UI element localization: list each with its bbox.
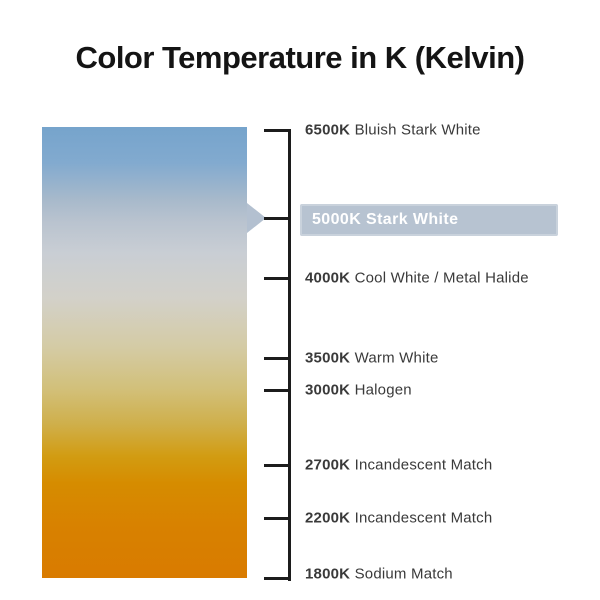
tick-label-2700k: 2700K Incandescent Match — [305, 456, 493, 474]
tick-mark-3000k — [264, 389, 291, 392]
tick-label-3500k: 3500K Warm White — [305, 349, 439, 367]
tick-mark-6500k — [264, 129, 291, 132]
kelvin-value: 3500K — [305, 349, 351, 367]
kelvin-value: 2200K — [305, 509, 351, 527]
highlight-band-5000k: 5000K Stark White — [300, 204, 558, 236]
kelvin-value: 1800K — [305, 565, 351, 583]
page-title: Color Temperature in K (Kelvin) — [75, 40, 526, 75]
tick-label-3000k: 3000K Halogen — [305, 381, 412, 399]
tick-mark-2200k — [264, 517, 291, 520]
kelvin-value: 4000K — [305, 269, 351, 287]
kelvin-axis-line — [288, 129, 291, 581]
tick-mark-4000k — [264, 277, 291, 280]
kelvin-value: 2700K — [305, 456, 351, 474]
tick-mark-1800k — [264, 577, 291, 580]
tick-mark-5000k — [264, 217, 291, 220]
kelvin-value: 6500K — [305, 121, 351, 139]
kelvin-value: 3000K — [305, 381, 351, 399]
tick-label-1800k: 1800K Sodium Match — [305, 565, 453, 583]
tick-mark-3500k — [264, 357, 291, 360]
tick-mark-2700k — [264, 464, 291, 467]
tick-label-6500k: 6500K Bluish Stark White — [305, 121, 481, 139]
highlight-band-label: 5000K Stark White — [312, 211, 459, 228]
tick-label-4000k: 4000K Cool White / Metal Halide — [305, 269, 529, 287]
pointer-arrow-icon — [247, 203, 266, 233]
tick-label-2200k: 2200K Incandescent Match — [305, 509, 493, 527]
color-temperature-gradient-bar — [42, 127, 247, 578]
